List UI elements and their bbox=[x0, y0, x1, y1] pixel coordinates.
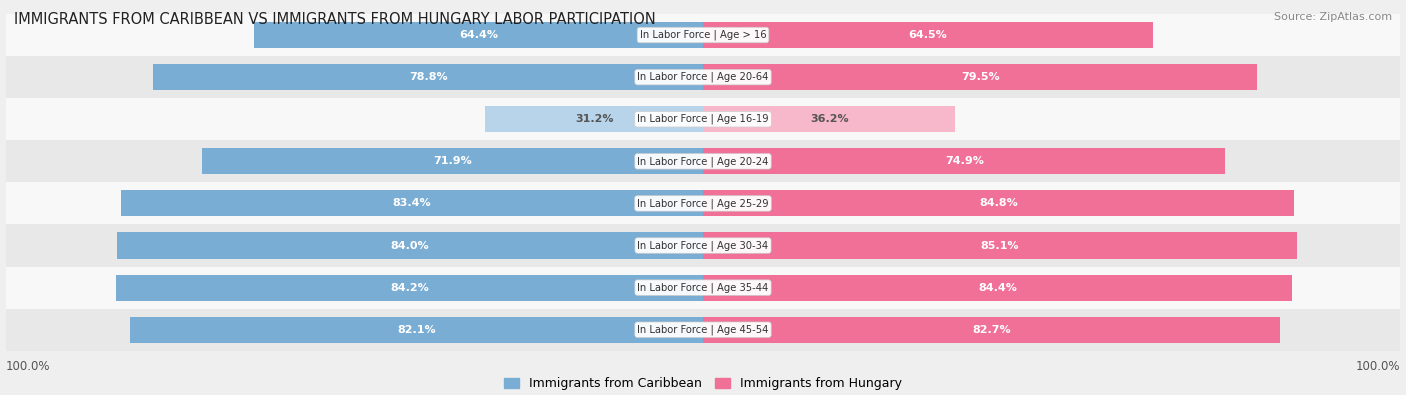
Bar bbox=[254, 22, 703, 48]
Text: IMMIGRANTS FROM CARIBBEAN VS IMMIGRANTS FROM HUNGARY LABOR PARTICIPATION: IMMIGRANTS FROM CARIBBEAN VS IMMIGRANTS … bbox=[14, 12, 655, 27]
Text: 64.5%: 64.5% bbox=[908, 30, 948, 40]
Bar bbox=[117, 233, 703, 259]
Text: 100.0%: 100.0% bbox=[6, 360, 51, 373]
Bar bbox=[6, 98, 1400, 140]
Text: 79.5%: 79.5% bbox=[960, 72, 1000, 82]
Text: In Labor Force | Age 20-24: In Labor Force | Age 20-24 bbox=[637, 156, 769, 167]
Bar bbox=[703, 64, 1257, 90]
Text: In Labor Force | Age 20-64: In Labor Force | Age 20-64 bbox=[637, 72, 769, 83]
Text: 84.2%: 84.2% bbox=[389, 283, 429, 293]
Bar bbox=[131, 317, 703, 343]
Bar bbox=[153, 64, 703, 90]
Text: Source: ZipAtlas.com: Source: ZipAtlas.com bbox=[1274, 12, 1392, 22]
Bar bbox=[703, 148, 1226, 174]
Text: 84.0%: 84.0% bbox=[391, 241, 429, 250]
Bar bbox=[6, 140, 1400, 182]
Bar bbox=[703, 190, 1295, 216]
Text: 84.8%: 84.8% bbox=[980, 198, 1018, 209]
Bar bbox=[6, 182, 1400, 224]
Text: 36.2%: 36.2% bbox=[810, 114, 849, 124]
Text: 78.8%: 78.8% bbox=[409, 72, 447, 82]
Text: 85.1%: 85.1% bbox=[980, 241, 1019, 250]
Text: 74.9%: 74.9% bbox=[945, 156, 984, 166]
Text: 84.4%: 84.4% bbox=[979, 283, 1017, 293]
Bar bbox=[6, 14, 1400, 56]
Text: In Labor Force | Age 45-54: In Labor Force | Age 45-54 bbox=[637, 324, 769, 335]
Text: 82.1%: 82.1% bbox=[398, 325, 436, 335]
Text: 83.4%: 83.4% bbox=[392, 198, 432, 209]
Bar bbox=[6, 267, 1400, 308]
Bar bbox=[703, 275, 1292, 301]
Text: In Labor Force | Age 25-29: In Labor Force | Age 25-29 bbox=[637, 198, 769, 209]
Bar bbox=[121, 190, 703, 216]
Bar bbox=[703, 106, 956, 132]
Text: In Labor Force | Age 35-44: In Labor Force | Age 35-44 bbox=[637, 282, 769, 293]
Bar bbox=[703, 233, 1296, 259]
Bar bbox=[6, 56, 1400, 98]
Bar bbox=[703, 22, 1153, 48]
Bar bbox=[485, 106, 703, 132]
Bar bbox=[201, 148, 703, 174]
Bar bbox=[115, 275, 703, 301]
Text: 31.2%: 31.2% bbox=[575, 114, 613, 124]
Text: 100.0%: 100.0% bbox=[1355, 360, 1400, 373]
Legend: Immigrants from Caribbean, Immigrants from Hungary: Immigrants from Caribbean, Immigrants fr… bbox=[499, 372, 907, 395]
Text: 82.7%: 82.7% bbox=[972, 325, 1011, 335]
Bar bbox=[6, 224, 1400, 267]
Text: In Labor Force | Age 16-19: In Labor Force | Age 16-19 bbox=[637, 114, 769, 124]
Bar bbox=[703, 317, 1279, 343]
Text: 64.4%: 64.4% bbox=[458, 30, 498, 40]
Text: In Labor Force | Age 30-34: In Labor Force | Age 30-34 bbox=[637, 240, 769, 251]
Text: In Labor Force | Age > 16: In Labor Force | Age > 16 bbox=[640, 30, 766, 40]
Text: 71.9%: 71.9% bbox=[433, 156, 471, 166]
Bar bbox=[6, 308, 1400, 351]
